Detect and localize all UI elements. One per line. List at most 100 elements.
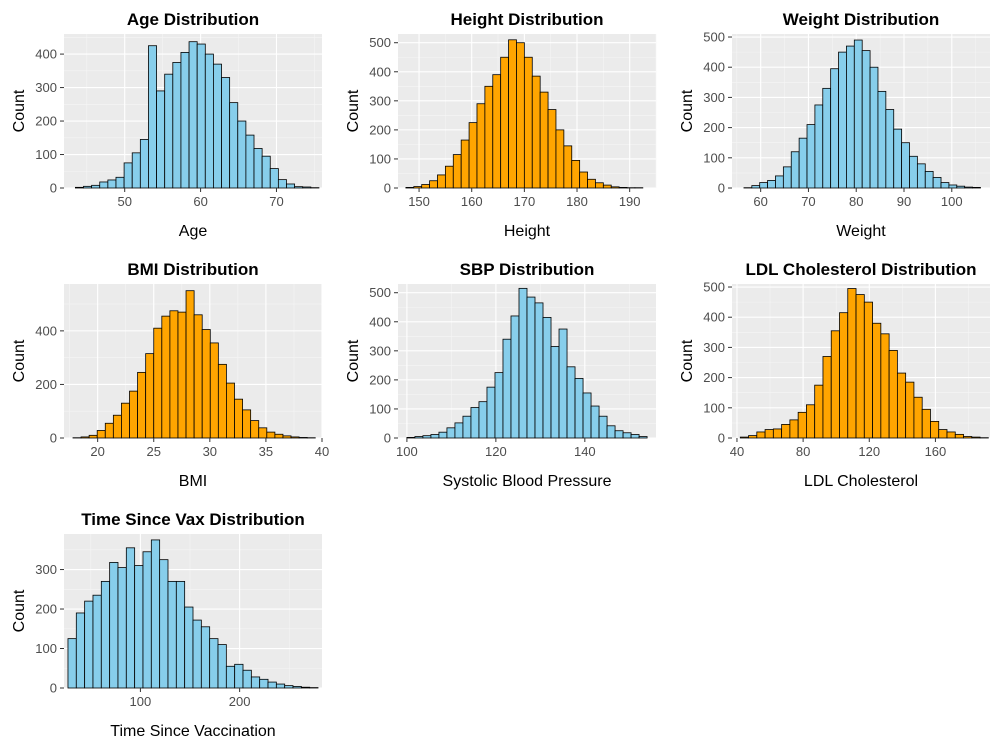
chart-7-bar [225, 665, 236, 689]
chart-4-bar [290, 436, 300, 439]
chart-2-bar [531, 75, 541, 189]
chart-5-bar [582, 392, 592, 439]
chart-5-bar [502, 338, 512, 439]
chart-6-title: LDL Cholesterol Distribution [745, 260, 976, 279]
chart-2-bar [405, 187, 415, 189]
chart-1-bar [123, 162, 133, 189]
chart-6-y-axis-title: Count [679, 339, 696, 382]
chart-2-bar [500, 56, 509, 189]
chart-4-bar [88, 434, 98, 439]
chart-4-bar [145, 353, 155, 439]
chart-4-x-tick-label: 25 [147, 444, 161, 459]
chart-6-bar [863, 301, 873, 439]
chart-1-y-axis-title: Count [11, 89, 28, 132]
chart-4-bar [217, 363, 227, 439]
chart-1-bar [131, 152, 141, 189]
chart-4-bar [250, 420, 260, 439]
chart-1-bar [286, 183, 296, 189]
chart-3-bar [916, 163, 926, 189]
chart-1-bar [213, 63, 222, 189]
chart-6-bar [930, 420, 940, 439]
chart-5-bar [414, 436, 424, 439]
chart-7-bar [142, 551, 152, 689]
chart-3-y-axis-title: Count [679, 89, 696, 132]
chart-3-bar [909, 155, 918, 189]
chart-5-bar [438, 431, 448, 439]
chart-5-bar [614, 430, 624, 439]
chart-7-bar [209, 638, 219, 689]
chart-5-bar [454, 422, 464, 439]
chart-5-x-axis-title: Systolic Blood Pressure [443, 473, 612, 490]
chart-1-bar [83, 185, 93, 189]
chart-3-bar [798, 137, 808, 189]
chart-4-bar [282, 435, 292, 439]
chart-6-bar [789, 419, 799, 439]
chart-2-bar [571, 159, 581, 189]
chart-4-bar [226, 382, 235, 439]
chart-1-bar [156, 90, 166, 189]
chart-1-bar [229, 102, 239, 189]
chart-3-y-tick-label: 500 [703, 30, 725, 45]
chart-2-x-tick-label: 150 [408, 194, 430, 209]
chart-3-y-tick-label: 300 [703, 90, 725, 105]
chart-4-bar [242, 409, 252, 439]
chart-1-bar [237, 120, 247, 189]
chart-6-bar [880, 333, 890, 439]
chart-2-x-tick-label: 170 [514, 194, 536, 209]
chart-5-bar [486, 386, 496, 439]
chart-3-bar [846, 45, 855, 189]
chart-6-bar [764, 429, 774, 439]
chart-4-bar [234, 398, 243, 439]
chart-1-bar [253, 148, 263, 189]
chart-5-bar [630, 434, 640, 439]
chart-5-y-tick-label: 500 [369, 285, 391, 300]
chart-3-y-tick-label: 100 [703, 150, 725, 165]
chart-1-bar [164, 73, 174, 189]
chart-2-y-tick-label: 500 [369, 35, 391, 50]
chart-5-bar [494, 372, 504, 439]
chart-1-bar [221, 77, 231, 189]
chart-3-bar [759, 182, 768, 189]
chart-4-bar [129, 390, 138, 439]
chart-1-bar [180, 52, 190, 189]
chart-3-bar [869, 66, 879, 189]
chart-5-y-tick-label: 400 [369, 314, 391, 329]
chart-5-y-tick-label: 100 [369, 401, 391, 416]
chart-7-x-axis-title: Time Since Vaccination [110, 723, 275, 740]
chart-4-bar [80, 436, 90, 439]
chart-6-bar [954, 433, 964, 439]
chart-7-y-tick-label: 100 [35, 641, 57, 656]
chart-3-bar [853, 39, 863, 189]
chart-3-bar [885, 109, 895, 189]
chart-6-x-tick-label: 40 [730, 444, 744, 459]
chart-6-x-axis-title: LDL Cholesterol [804, 473, 918, 490]
chart-6-bar [797, 411, 807, 439]
chart-5-y-tick-label: 200 [369, 372, 391, 387]
chart-2-bar [563, 145, 573, 189]
chart-4-x-tick-label: 20 [90, 444, 104, 459]
chart-2-title: Height Distribution [451, 10, 604, 29]
chart-7-bar [125, 547, 136, 689]
chart-5-bar [470, 407, 480, 439]
chart-6-bar [839, 312, 849, 439]
chart-6-bar [938, 429, 948, 439]
chart-5-bar [510, 315, 520, 439]
chart-3-bar [782, 166, 792, 189]
chart-5-bar [638, 436, 648, 439]
chart-7-bar [159, 559, 169, 689]
chart-6-bar [847, 288, 857, 439]
chart-5-title: SBP Distribution [460, 260, 595, 279]
chart-6-y-tick-label: 400 [703, 310, 725, 325]
chart-2-x-tick-label: 180 [566, 194, 588, 209]
chart-6-bar [921, 408, 931, 439]
chart-4-y-axis-title: Count [11, 339, 28, 382]
chart-6-bar [748, 435, 758, 439]
chart-6-y-tick-label: 0 [718, 431, 725, 446]
chart-3-y-tick-label: 200 [703, 120, 725, 135]
chart-1-x-tick-label: 60 [193, 194, 207, 209]
chart-4-bar [169, 310, 179, 439]
chart-1-bar [74, 186, 84, 189]
chart-3-x-axis-title: Weight [836, 223, 886, 240]
chart-5-bar [534, 302, 544, 439]
chart-7-bar [134, 565, 144, 689]
